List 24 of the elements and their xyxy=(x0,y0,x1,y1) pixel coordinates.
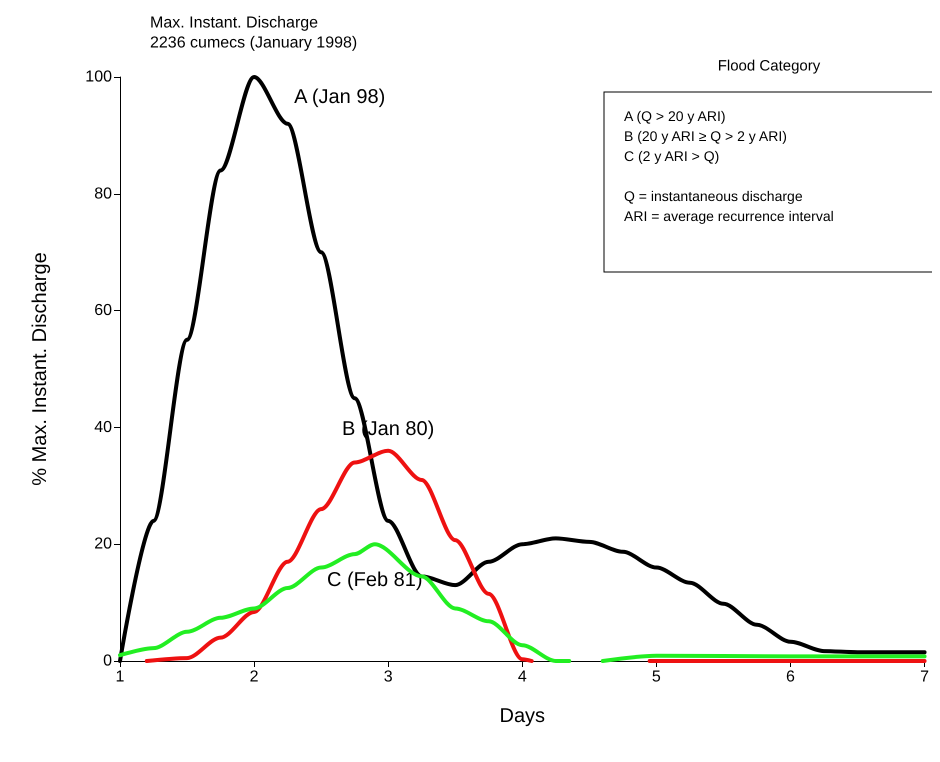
x-tick-label: 2 xyxy=(250,668,259,686)
y-tick-label: 0 xyxy=(103,652,112,670)
annotation: ARI = average recurrence interval xyxy=(624,208,834,224)
y-axis-title: % Max. Instant. Discharge xyxy=(29,252,51,486)
annotation: B (20 y ARI ≥ Q > 2 y ARI) xyxy=(624,128,787,144)
text: Flood Category xyxy=(718,58,821,74)
chart-title: Max. Instant. Discharge xyxy=(150,14,318,32)
x-axis-title: Days xyxy=(499,705,546,727)
x-tick-label: 7 xyxy=(920,668,930,686)
x-tick-label: 4 xyxy=(518,668,527,686)
annotation: A (Q > 20 y ARI) xyxy=(624,108,726,124)
annotation: Q = instantaneous discharge xyxy=(624,188,803,204)
x-tick-label: 1 xyxy=(116,668,125,686)
chart-subtitle: 2236 cumecs (January 1998) xyxy=(150,34,358,52)
x-tick-label: 6 xyxy=(786,668,796,686)
x-tick-label: 3 xyxy=(384,668,393,686)
y-tick-label: 20 xyxy=(94,536,112,553)
x-tick-label: 5 xyxy=(652,668,661,686)
annotation: C (2 y ARI > Q) xyxy=(624,148,720,164)
series-label: A (Jan 98) xyxy=(294,86,386,108)
y-tick-label: 80 xyxy=(94,185,112,202)
y-tick-label: 60 xyxy=(94,302,112,320)
y-tick-label: 100 xyxy=(85,68,112,86)
y-tick-label: 40 xyxy=(94,418,112,436)
